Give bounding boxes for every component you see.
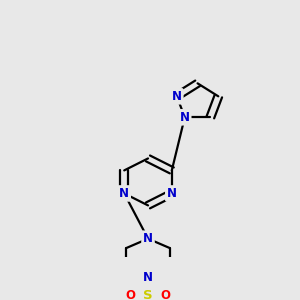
Text: N: N	[143, 271, 153, 284]
Text: N: N	[172, 90, 182, 103]
Text: N: N	[143, 232, 153, 245]
Text: N: N	[119, 187, 129, 200]
Text: N: N	[167, 187, 177, 200]
Text: N: N	[180, 111, 190, 124]
Text: O: O	[161, 290, 171, 300]
Text: O: O	[125, 290, 135, 300]
Text: S: S	[143, 290, 153, 300]
